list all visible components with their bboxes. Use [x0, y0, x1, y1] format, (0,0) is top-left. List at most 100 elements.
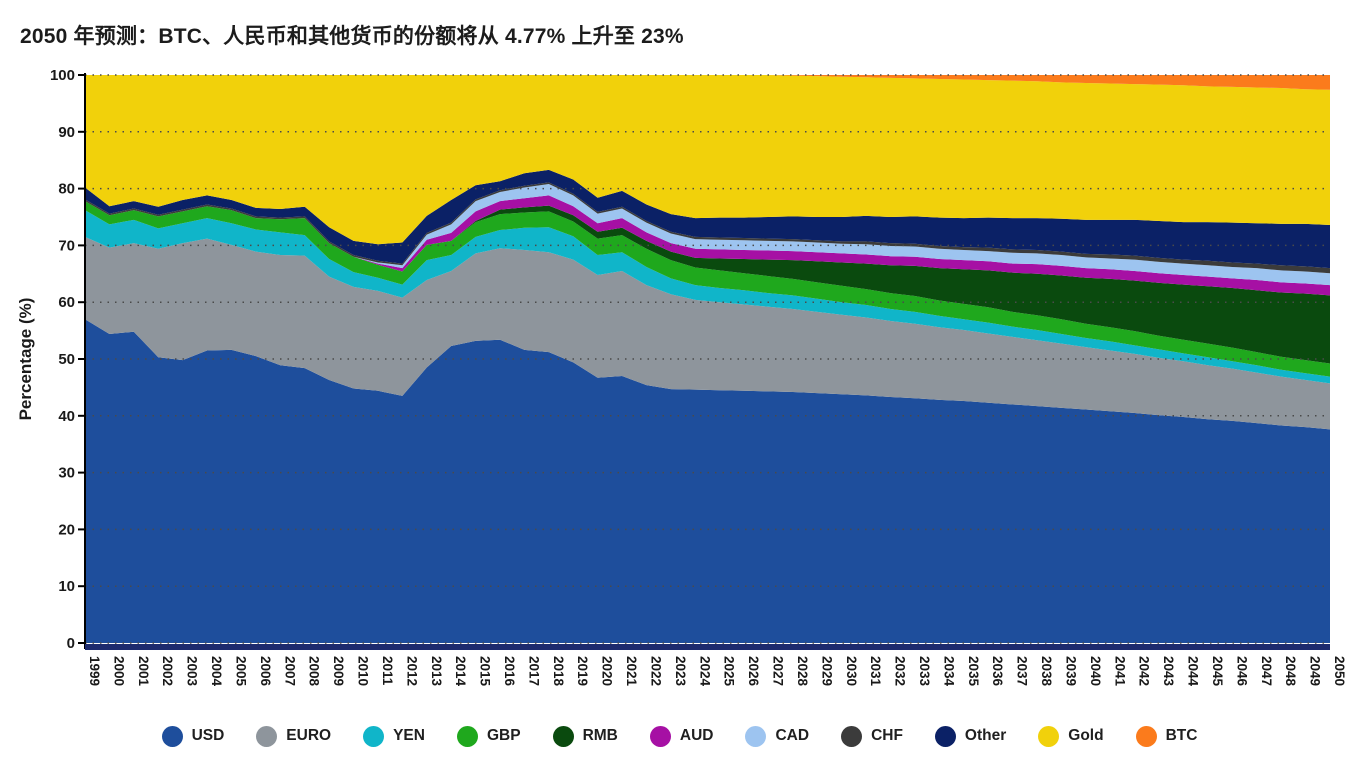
- x-tick-label-1999: 1999: [87, 656, 102, 686]
- x-tick-label-2047: 2047: [1259, 656, 1274, 686]
- y-tick-label: 50: [58, 351, 75, 368]
- x-tick-label-2010: 2010: [356, 656, 371, 686]
- x-tick-label-2022: 2022: [648, 656, 663, 686]
- area-cad: [85, 184, 1330, 286]
- x-tick-label-2032: 2032: [893, 656, 908, 686]
- legend-label-gbp: GBP: [486, 727, 521, 744]
- legend-swatch-usd-icon: [161, 725, 183, 747]
- x-tick-label-2039: 2039: [1063, 656, 1078, 686]
- x-tick-label-2041: 2041: [1112, 656, 1127, 687]
- y-tick-label: 80: [58, 181, 75, 198]
- y-tick-label: 10: [58, 578, 75, 595]
- x-tick-label-2028: 2028: [795, 656, 810, 687]
- x-tick-label-2011: 2011: [380, 656, 395, 686]
- x-tick-label-2005: 2005: [233, 656, 248, 687]
- legend-item-euro: EURO: [256, 725, 331, 747]
- legend-item-yen: YEN: [363, 725, 425, 747]
- legend-item-chf: CHF: [841, 725, 903, 747]
- legend-item-cad: CAD: [745, 725, 810, 747]
- x-tick-label-2025: 2025: [722, 656, 737, 687]
- x-tick-label-2033: 2033: [917, 656, 932, 687]
- x-tick-label-2019: 2019: [575, 656, 590, 686]
- x-tick-label-2012: 2012: [404, 656, 419, 686]
- legend-item-other: Other: [934, 725, 1006, 747]
- x-tick-label-2050: 2050: [1332, 656, 1347, 686]
- x-tick-label-2030: 2030: [844, 656, 859, 686]
- y-axis-label: Percentage (%): [16, 298, 35, 421]
- x-tick-label-2009: 2009: [331, 656, 346, 686]
- x-tick-label-2049: 2049: [1308, 656, 1323, 686]
- x-tick-label-2000: 2000: [111, 656, 126, 686]
- x-tick-label-2029: 2029: [819, 656, 834, 686]
- x-tick-label-2035: 2035: [966, 656, 981, 687]
- chart-legend: USD EURO YEN GBP RMB AUD CAD CHF Other Gold BTC: [0, 714, 1359, 758]
- legend-swatch-chf-icon: [841, 725, 863, 747]
- x-tick-label-2037: 2037: [1015, 656, 1030, 686]
- legend-label-gold: Gold: [1068, 727, 1104, 744]
- x-tick-label-2044: 2044: [1186, 656, 1201, 687]
- legend-item-gbp: GBP: [456, 725, 521, 747]
- legend-swatch-yen-icon: [363, 725, 385, 747]
- legend-swatch-rmb-icon: [552, 725, 574, 747]
- x-tick-label-2024: 2024: [697, 656, 712, 687]
- area-euro: [85, 236, 1330, 430]
- legend-swatch-gbp-icon: [456, 725, 478, 747]
- x-tick-label-2043: 2043: [1161, 656, 1176, 687]
- x-tick-label-2026: 2026: [746, 656, 761, 687]
- y-tick-label: 0: [67, 635, 75, 652]
- x-tick-label-2015: 2015: [478, 656, 493, 687]
- x-tick-label-2036: 2036: [990, 656, 1005, 687]
- x-tick-label-2020: 2020: [600, 656, 615, 686]
- area-usd: [85, 319, 1330, 643]
- legend-label-btc: BTC: [1165, 727, 1198, 744]
- x-tick-label-2002: 2002: [160, 656, 175, 686]
- area-gold: [85, 75, 1330, 245]
- legend-swatch-gold-icon: [1038, 725, 1060, 747]
- page-title: 2050 年预测：BTC、人民币和其他货币的份额将从 4.77% 上升至 23%: [20, 25, 684, 48]
- x-tick-label-2038: 2038: [1039, 656, 1054, 687]
- area-rmb: [85, 201, 1330, 364]
- x-tick-label-2040: 2040: [1088, 656, 1103, 686]
- y-tick-label: 90: [58, 124, 75, 141]
- x-tick-label-2045: 2045: [1210, 656, 1225, 687]
- x-tick-label-2007: 2007: [282, 656, 297, 686]
- x-tick-label-2027: 2027: [771, 656, 786, 686]
- legend-item-aud: AUD: [649, 725, 714, 747]
- x-tick-label-2004: 2004: [209, 656, 224, 687]
- legend-item-rmb: RMB: [552, 725, 618, 747]
- x-tick-label-2016: 2016: [502, 656, 517, 687]
- legend-label-rmb: RMB: [582, 727, 618, 744]
- area-btc: [85, 75, 1330, 90]
- y-tick-label: 20: [58, 521, 75, 538]
- x-tick-label-2042: 2042: [1137, 656, 1152, 686]
- legend-swatch-aud-icon: [649, 725, 671, 747]
- x-tick-label-2023: 2023: [673, 656, 688, 687]
- x-axis-bar: [85, 644, 1330, 650]
- x-tick-label-2008: 2008: [307, 656, 322, 687]
- y-tick-label: 30: [58, 465, 75, 482]
- x-tick-label-2017: 2017: [526, 656, 541, 686]
- legend-label-usd: USD: [191, 727, 225, 744]
- legend-swatch-other-icon: [934, 725, 956, 747]
- legend-label-chf: CHF: [871, 727, 903, 744]
- y-tick-label: 40: [58, 408, 75, 425]
- x-tick-label-2048: 2048: [1283, 656, 1298, 687]
- area-yen: [85, 210, 1330, 384]
- legend-label-aud: AUD: [679, 727, 714, 744]
- y-tick-label: 60: [58, 294, 75, 311]
- x-tick-label-2006: 2006: [258, 656, 273, 687]
- x-tick-label-2014: 2014: [453, 656, 468, 687]
- y-tick-label: 100: [50, 67, 75, 84]
- legend-swatch-euro-icon: [256, 725, 278, 747]
- area-aud: [85, 195, 1330, 296]
- x-tick-label-2034: 2034: [941, 656, 956, 687]
- x-tick-label-2018: 2018: [551, 656, 566, 687]
- legend-item-usd: USD: [161, 725, 225, 747]
- legend-label-cad: CAD: [775, 727, 810, 744]
- legend-swatch-cad-icon: [745, 725, 767, 747]
- x-tick-label-2013: 2013: [429, 656, 444, 687]
- x-tick-label-2021: 2021: [624, 656, 639, 687]
- x-tick-label-2046: 2046: [1234, 656, 1249, 687]
- legend-item-btc: BTC: [1135, 725, 1198, 747]
- legend-item-gold: Gold: [1038, 725, 1104, 747]
